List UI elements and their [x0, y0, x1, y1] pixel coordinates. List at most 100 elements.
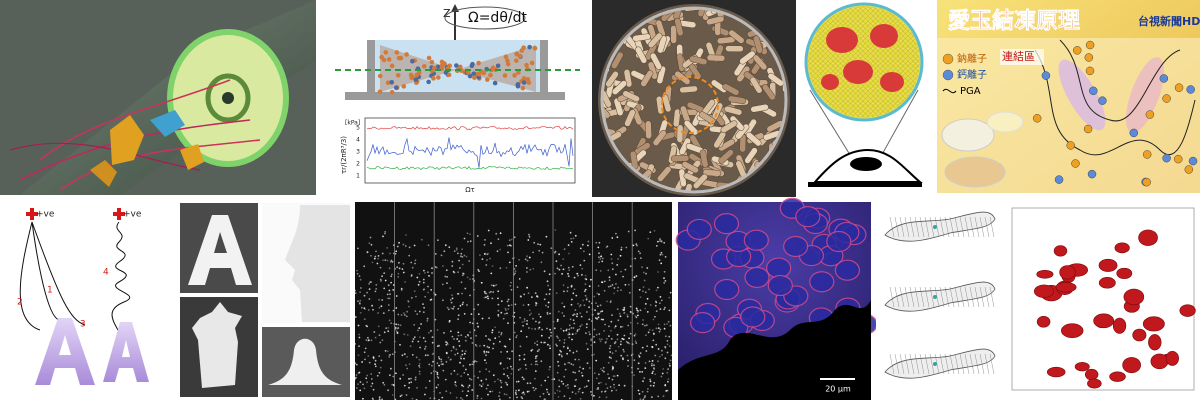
speck [484, 239, 486, 241]
speck [603, 330, 605, 332]
speck [608, 377, 610, 380]
cell [767, 274, 793, 297]
dot [828, 63, 833, 69]
speck [560, 264, 562, 267]
path-shape [150, 110, 185, 137]
red-cell [1165, 350, 1179, 366]
speck [449, 358, 452, 361]
speck [563, 395, 566, 398]
speck [521, 397, 524, 400]
dot [898, 58, 903, 64]
speck [532, 317, 534, 320]
speck [398, 261, 400, 264]
mesh-line [899, 286, 905, 308]
speck [595, 359, 598, 362]
speck [500, 333, 503, 336]
dot [813, 53, 818, 59]
speck [436, 373, 439, 376]
speck [405, 315, 408, 318]
speck [540, 384, 543, 387]
tile-microscopy-stripes [354, 202, 673, 400]
speck [387, 389, 389, 392]
speck [587, 244, 589, 247]
mesh-line [944, 286, 950, 308]
speck [632, 244, 635, 247]
speck [487, 351, 490, 354]
speck [526, 255, 528, 258]
speck [659, 238, 661, 241]
dot [898, 28, 903, 34]
speck [613, 342, 616, 345]
speck [499, 379, 502, 382]
speck [469, 278, 471, 281]
speck [465, 368, 467, 371]
speck [568, 361, 571, 364]
dot [878, 13, 883, 19]
speck [447, 308, 450, 311]
speck [410, 377, 412, 380]
speck [508, 261, 511, 264]
speck [407, 300, 409, 302]
speck [613, 386, 616, 389]
speck [410, 274, 413, 276]
dot [868, 6, 873, 9]
speck [444, 244, 447, 247]
speck [611, 284, 614, 286]
speck [462, 365, 465, 367]
speck [526, 271, 528, 273]
speck [492, 291, 495, 293]
speck [390, 260, 393, 262]
speck [554, 392, 556, 395]
speck [595, 333, 598, 336]
speck [478, 384, 481, 386]
speck [422, 337, 425, 339]
speck [542, 341, 545, 344]
circle-shape [661, 76, 719, 134]
speck [599, 270, 602, 272]
speck [561, 302, 564, 305]
path-shape [1059, 39, 1181, 122]
speck [534, 342, 536, 345]
dot [833, 13, 838, 19]
dot [823, 43, 828, 49]
speck [669, 324, 672, 327]
circle-shape [600, 6, 788, 194]
y-tick-label: 3 [356, 149, 360, 156]
speck [408, 378, 410, 380]
path-shape [110, 115, 144, 165]
speck [567, 244, 570, 247]
speck [571, 338, 573, 341]
speck [367, 355, 370, 357]
speck [576, 315, 578, 318]
speck [548, 368, 551, 371]
speck [566, 346, 569, 349]
speck [517, 369, 520, 371]
speck [485, 292, 488, 295]
ion [1041, 71, 1051, 80]
speck [600, 338, 603, 341]
speck [418, 373, 421, 375]
speck [377, 312, 379, 314]
dot [873, 13, 878, 19]
speck [664, 346, 667, 349]
path-shape [188, 215, 252, 285]
speck [361, 361, 363, 363]
speck [526, 382, 529, 385]
mesh-line [929, 353, 935, 375]
speck [399, 343, 401, 346]
dot [918, 53, 920, 59]
ellipse-shape [1058, 59, 1106, 131]
speck [563, 248, 566, 251]
speck [422, 303, 424, 305]
dot [873, 98, 878, 104]
dot [838, 13, 843, 19]
speck [599, 258, 602, 260]
speck [587, 379, 590, 382]
speck [570, 327, 573, 329]
dot [868, 88, 873, 94]
speck [623, 306, 626, 309]
dot [903, 73, 908, 79]
speck [423, 288, 426, 290]
speck [610, 338, 613, 340]
